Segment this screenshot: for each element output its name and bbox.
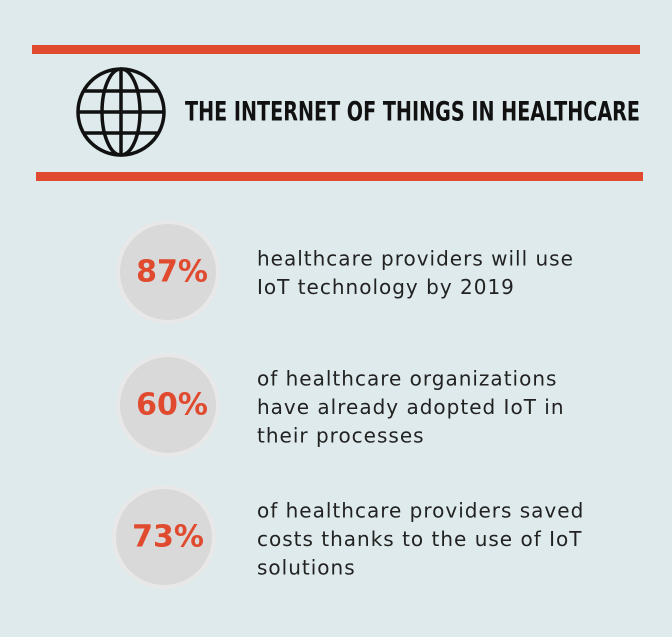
stat-value: 60% [136, 388, 208, 423]
stat-description: healthcare providers will use [257, 247, 574, 271]
stat-description: of healthcare providers saved [257, 499, 584, 523]
stats-list: 87% healthcare providers will use IoT tech… [112, 220, 584, 589]
stat-circle [112, 485, 216, 589]
globe-icon [76, 67, 166, 157]
stat-value: 73% [132, 520, 204, 555]
stat-description: have already adopted IoT in [257, 395, 565, 419]
stat-circle [116, 220, 220, 324]
title: THE INTERNET OF THINGS IN HEALTHCARE [185, 97, 640, 128]
stat-value: 87% [136, 255, 208, 290]
stat-description: of healthcare organizations [257, 367, 557, 391]
top-rule [32, 45, 640, 54]
stat-description: solutions [257, 556, 356, 580]
stat-description: their processes [257, 424, 425, 448]
stat-description: costs thanks to the use of IoT [257, 527, 582, 551]
stat-description: IoT technology by 2019 [257, 275, 515, 299]
stat-circle [116, 353, 220, 457]
bottom-rule [36, 172, 643, 181]
